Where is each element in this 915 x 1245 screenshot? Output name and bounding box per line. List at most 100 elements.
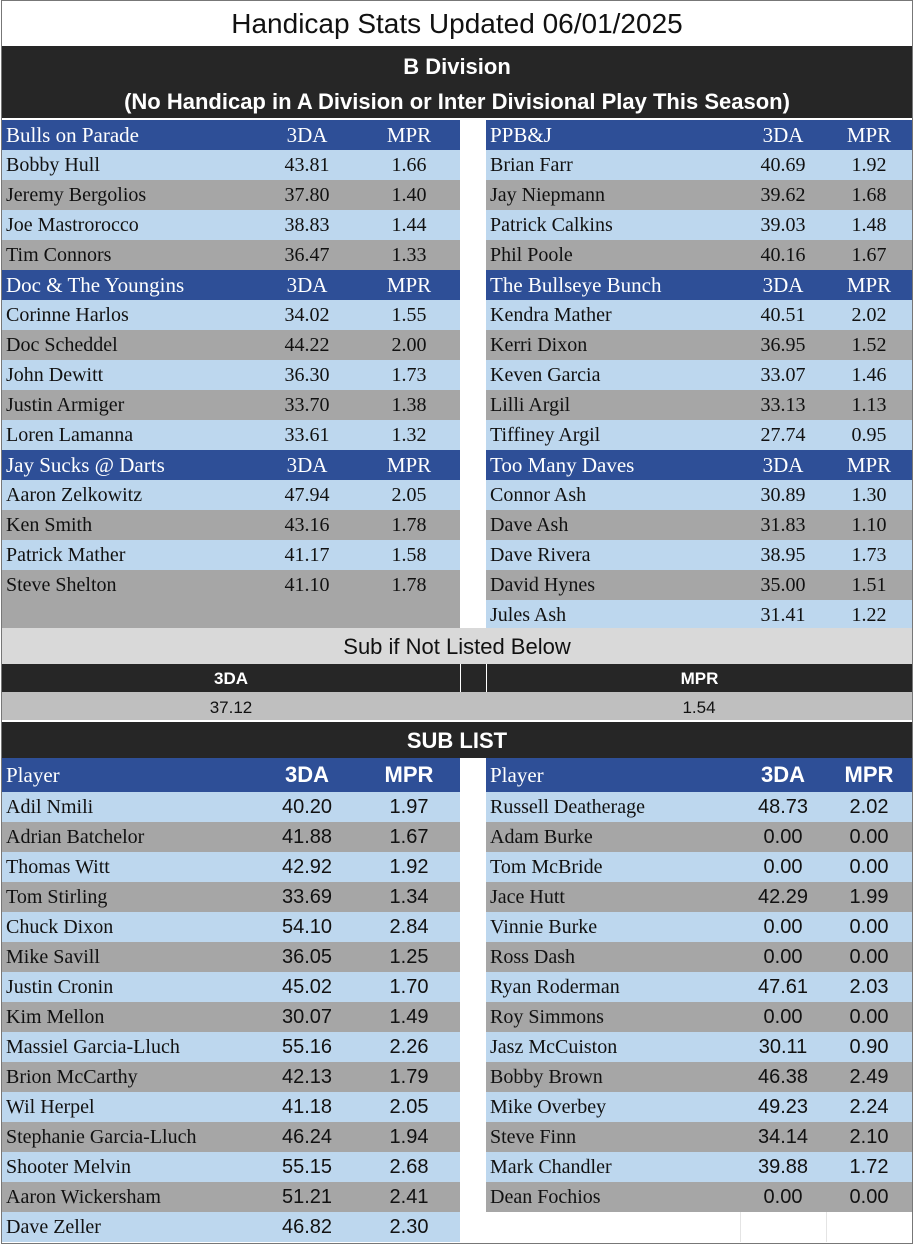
sub-player-name: Shooter Melvin xyxy=(6,1156,131,1178)
player-name: Ken Smith xyxy=(6,514,93,536)
sub-player-3da: 54.10 xyxy=(281,916,333,938)
sub-player-3da: 47.61 xyxy=(757,976,809,998)
player-row: Connor Ash 30.89 1.30 xyxy=(486,480,912,510)
player-name: Joe Mastrorocco xyxy=(6,214,139,236)
division-note: (No Handicap in A Division or Inter Divi… xyxy=(124,89,790,114)
sub-player-row: Stephanie Garcia-Lluch 46.24 1.94 xyxy=(2,1122,460,1152)
sub-player-name: Jace Hutt xyxy=(490,886,565,908)
team-name: Too Many Daves xyxy=(490,453,635,477)
sub-player-row: Jasz McCuiston 30.11 0.90 xyxy=(486,1032,912,1062)
column-header-mpr: MPR xyxy=(846,123,892,147)
sub-player-row: Ross Dash 0.00 0.00 xyxy=(486,942,912,972)
column-header-mpr: MPR xyxy=(386,273,432,297)
sub-player-row: Dave Zeller 46.82 2.30 xyxy=(2,1212,460,1242)
sub-player-name: Adrian Batchelor xyxy=(6,826,145,848)
sub-player-3da: 39.88 xyxy=(757,1156,809,1178)
player-mpr: 1.40 xyxy=(391,184,427,206)
sub-player-mpr: 0.00 xyxy=(849,916,889,938)
teams-left-column: Bulls on Parade 3DA MPR Bobby Hull 43.81 1.66… xyxy=(2,120,460,630)
column-header-player: Player xyxy=(6,763,60,787)
sub-player-row: Mike Overbey 49.23 2.24 xyxy=(486,1092,912,1122)
sub-player-3da: 45.02 xyxy=(281,976,333,998)
sub-player-row: Adrian Batchelor 41.88 1.67 xyxy=(2,822,460,852)
player-3da: 31.41 xyxy=(760,604,806,626)
sub-player-row: Adil Nmili 40.20 1.97 xyxy=(2,792,460,822)
player-3da: 39.62 xyxy=(760,184,806,206)
team-header: Bulls on Parade 3DA MPR xyxy=(2,120,460,150)
player-row: Bobby Hull 43.81 1.66 xyxy=(2,150,460,180)
player-3da: 33.13 xyxy=(760,394,806,416)
sub-player-mpr: 2.03 xyxy=(849,976,889,998)
column-header-3da: 3DA xyxy=(760,762,805,787)
player-row: Patrick Mather 41.17 1.58 xyxy=(2,540,460,570)
sub-player-row: Dean Fochios 0.00 0.00 xyxy=(486,1182,912,1212)
sub-player-mpr: 1.34 xyxy=(389,886,429,908)
sub-player-name: Jasz McCuiston xyxy=(490,1036,618,1058)
player-3da: 41.10 xyxy=(284,574,330,596)
player-mpr: 1.10 xyxy=(851,514,887,536)
column-header-3da: 3DA xyxy=(286,273,328,297)
player-mpr: 1.32 xyxy=(391,424,427,446)
sub-player-name: Tom Stirling xyxy=(6,886,108,908)
sub-player-row: Roy Simmons 0.00 0.00 xyxy=(486,1002,912,1032)
player-mpr: 1.68 xyxy=(851,184,887,206)
sub-player-3da: 0.00 xyxy=(763,916,803,938)
player-row: Brian Farr 40.69 1.92 xyxy=(486,150,912,180)
column-header-3da: 3DA xyxy=(286,123,328,147)
sub-player-mpr: 0.90 xyxy=(849,1036,889,1058)
player-3da: 31.83 xyxy=(760,514,806,536)
sub-player-mpr: 1.67 xyxy=(389,826,429,848)
player-mpr: 1.66 xyxy=(391,154,427,176)
column-header-mpr: MPR xyxy=(386,123,432,147)
team-header: Too Many Daves 3DA MPR xyxy=(486,450,912,480)
sub-player-mpr: 1.49 xyxy=(389,1006,429,1028)
sub-player-3da: 46.38 xyxy=(757,1066,809,1088)
empty-cell-border xyxy=(740,1212,741,1242)
sub-player-name: Aaron Wickersham xyxy=(6,1186,161,1208)
sub-player-3da: 30.11 xyxy=(758,1036,808,1058)
team-name: Jay Sucks @ Darts xyxy=(6,453,165,477)
column-header-mpr: MPR xyxy=(844,762,894,787)
column-header-3da: 3DA xyxy=(286,453,328,477)
sub-player-3da: 48.73 xyxy=(757,796,809,818)
player-3da: 40.69 xyxy=(760,154,806,176)
sub-default-value-divider xyxy=(460,692,486,720)
sub-player-mpr: 0.00 xyxy=(849,826,889,848)
sub-player-3da: 41.18 xyxy=(281,1096,333,1118)
sub-player-name: Justin Cronin xyxy=(6,976,114,998)
team-name: PPB&J xyxy=(490,123,552,147)
sub-player-row: Mark Chandler 39.88 1.72 xyxy=(486,1152,912,1182)
sub-player-3da: 0.00 xyxy=(763,1186,803,1208)
team-header: The Bullseye Bunch 3DA MPR xyxy=(486,270,912,300)
player-mpr: 1.73 xyxy=(391,364,427,386)
column-header-mpr: MPR xyxy=(386,453,432,477)
player-name: Tiffiney Argil xyxy=(490,424,601,446)
player-3da: 35.00 xyxy=(760,574,806,596)
sub-player-mpr: 2.68 xyxy=(389,1156,429,1178)
column-header-mpr: MPR xyxy=(846,453,892,477)
sub-player-name: Dave Zeller xyxy=(6,1216,101,1238)
player-mpr: 2.00 xyxy=(391,334,427,356)
sub-player-3da: 40.20 xyxy=(281,796,333,818)
player-row: Steve Shelton 41.10 1.78 xyxy=(2,570,460,600)
sub-default-3da-value: 37.12 xyxy=(2,692,460,720)
sub-player-3da: 0.00 xyxy=(763,946,803,968)
player-row: Jules Ash 31.41 1.22 xyxy=(486,600,912,630)
player-mpr: 1.33 xyxy=(391,244,427,266)
player-name: Bobby Hull xyxy=(6,154,100,176)
division-name: B Division xyxy=(403,54,511,79)
column-header-3da: 3DA xyxy=(284,762,329,787)
team-header: Jay Sucks @ Darts 3DA MPR xyxy=(2,450,460,480)
sub-player-name: Mike Overbey xyxy=(490,1096,607,1118)
player-name: Jay Niepmann xyxy=(490,184,605,206)
player-3da: 38.95 xyxy=(760,544,806,566)
sub-default-divider xyxy=(461,664,486,692)
player-3da: 37.80 xyxy=(284,184,330,206)
player-3da: 41.17 xyxy=(284,544,330,566)
sub-player-row: Thomas Witt 42.92 1.92 xyxy=(2,852,460,882)
sub-player-mpr: 0.00 xyxy=(849,946,889,968)
sub-player-mpr: 1.92 xyxy=(389,856,429,878)
player-row: Doc Scheddel 44.22 2.00 xyxy=(2,330,460,360)
player-name: Loren Lamanna xyxy=(6,424,134,446)
sub-player-name: Brion McCarthy xyxy=(6,1066,138,1088)
